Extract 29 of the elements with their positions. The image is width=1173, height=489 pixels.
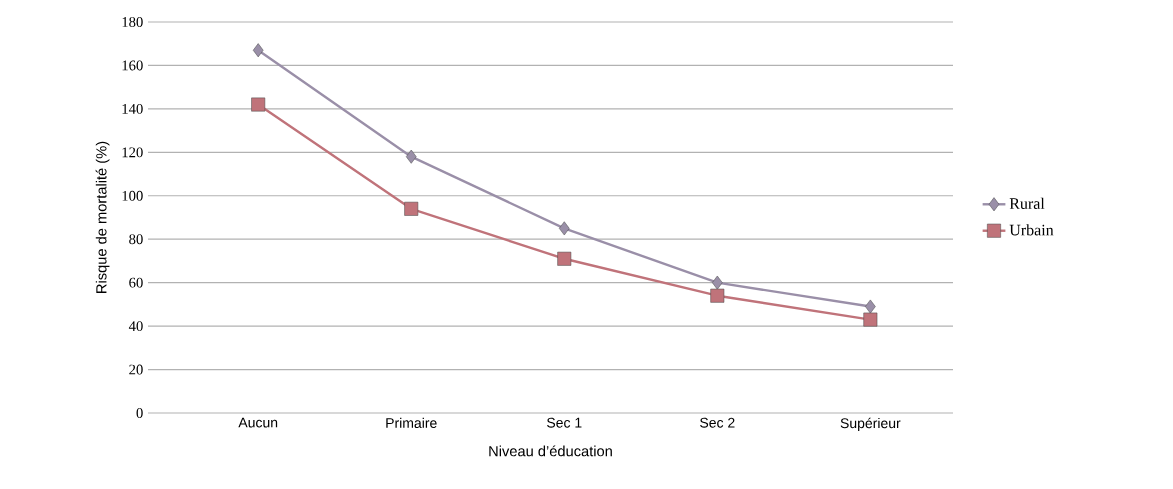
x-axis-title: Niveau d’éducation (489, 445, 612, 457)
x-tick-label: Sec 1 (547, 417, 582, 428)
x-tick-label: Primaire (386, 417, 437, 428)
y-tick-label: 60 (129, 277, 143, 288)
y-tick-label: 180 (122, 17, 143, 27)
point (712, 275, 723, 290)
point (557, 251, 572, 266)
point (252, 43, 264, 58)
y-tick-label: 160 (122, 60, 143, 71)
point (710, 288, 725, 303)
point (559, 221, 570, 236)
legend-label: Urbain (1009, 224, 1054, 236)
point (405, 149, 417, 164)
y-tick-label: 40 (128, 321, 143, 332)
y-tick-label: 80 (129, 234, 143, 245)
x-tick-label: Sec 2 (700, 417, 735, 428)
y-tick-label: 0 (136, 408, 143, 418)
point (404, 201, 419, 216)
y-axis-title: Risque de mortalité (%) (95, 141, 110, 293)
y-tick-label: 20 (129, 364, 143, 375)
point (251, 97, 266, 112)
point (865, 299, 876, 314)
x-tick-label: Aucun (238, 417, 278, 428)
y-tick-label: 140 (122, 103, 143, 114)
x-tick-label: Supérieur (840, 417, 901, 431)
y-tick-label: 100 (122, 190, 143, 201)
legend-label: Rural (1009, 197, 1045, 209)
point (863, 312, 878, 327)
y-tick-label: 120 (122, 147, 143, 158)
